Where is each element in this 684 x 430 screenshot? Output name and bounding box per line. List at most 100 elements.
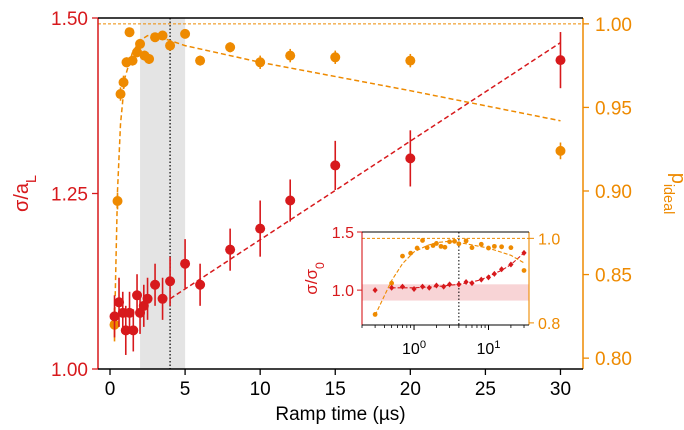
data-point-orange [555, 145, 566, 156]
inset-data-point-red [485, 274, 492, 281]
data-point-orange [118, 77, 129, 88]
data-point-red [142, 293, 153, 304]
y-right-axis-label-sub: ideal [660, 184, 676, 214]
data-point-red [180, 258, 191, 269]
inset-data-point-orange [508, 245, 514, 251]
x-tick-label: 10 [250, 379, 271, 400]
y-right-tick-label: 0.85 [595, 266, 632, 287]
x-tick-label: 5 [180, 379, 191, 400]
inset-data-point-red [411, 285, 417, 292]
inset-data-point-orange [400, 253, 405, 259]
data-point-red [405, 153, 416, 164]
inset-data-point-orange [424, 245, 430, 251]
y-left-tick-label: 1.25 [51, 185, 88, 206]
data-point-red [157, 293, 168, 304]
inset-data-point-red [469, 280, 475, 287]
inset-data-point-red [521, 249, 527, 256]
x-tick-label: 15 [325, 379, 346, 400]
inset-data-point-orange [499, 244, 505, 250]
y-right-tick-label: 0.95 [595, 98, 632, 119]
data-point-orange [165, 40, 176, 51]
data-point-red [195, 279, 206, 290]
y-right-tick-label: 1.00 [595, 15, 632, 36]
data-point-orange [115, 89, 126, 100]
inset-x-tick-label: 100 [402, 339, 426, 358]
inset-y-left-axis-label-main: σ/σ [302, 269, 321, 295]
y-left-axis-label: σ/aL [11, 175, 40, 212]
inset-data-point-orange [478, 241, 484, 247]
data-point-red [114, 297, 125, 308]
data-point-red [165, 276, 176, 287]
inset-data-point-red [446, 281, 453, 288]
inset-data-point-red [389, 284, 395, 291]
y-right-axis-label: pideal [660, 173, 684, 215]
inset-fit-line-orange [374, 240, 525, 316]
data-point-orange [225, 42, 236, 53]
inset-data-point-orange [420, 238, 425, 243]
y-right-tick-label: 0.80 [595, 349, 632, 370]
data-point-orange [124, 27, 135, 38]
data-point-orange [157, 30, 168, 41]
data-point-red [225, 244, 236, 255]
inset-data-point-orange [486, 245, 491, 251]
data-point-red [330, 160, 341, 171]
inset-data-point-red [499, 266, 505, 273]
x-tick-label: 30 [550, 379, 571, 400]
y-left-axis-label-main: σ/a [11, 182, 33, 212]
inset-data-point-red [372, 287, 378, 294]
inset-y-left-tick-label: 1.0 [332, 283, 354, 300]
x-tick-label: 0 [105, 379, 116, 400]
data-point-red [120, 325, 131, 336]
data-point-orange [180, 28, 191, 39]
inset-data-point-red [399, 283, 406, 290]
data-point-orange [150, 32, 161, 43]
data-point-red [555, 55, 566, 66]
inset-data-point-orange [389, 280, 395, 286]
inset-data-point-red [463, 278, 469, 285]
inset-data-point-red [478, 276, 484, 283]
y-left-tick-label: 1.50 [51, 9, 88, 30]
y-right-tick-label: 0.90 [595, 182, 632, 203]
data-point-red [128, 325, 139, 336]
inset-data-point-orange [434, 241, 439, 246]
inset-data-point-orange [442, 244, 448, 250]
inset-data-point-red [441, 283, 447, 290]
data-point-red [124, 307, 135, 318]
inset-x-tick-label-exp: 0 [420, 339, 426, 351]
inset-y-left-tick-label: 1.5 [332, 225, 354, 242]
inset-y-left-axis-label: σ/σ0 [302, 262, 327, 295]
inset-data-point-red [491, 270, 497, 277]
inset-data-point-orange [447, 239, 452, 245]
data-point-orange [135, 38, 146, 49]
inset-data-point-red [456, 281, 462, 288]
data-point-orange [285, 50, 296, 61]
y-left-axis-label-sub: L [24, 175, 40, 183]
fit-line-red [169, 41, 561, 300]
inset-data-point-red [433, 282, 440, 289]
inset-data-point-orange [408, 250, 414, 256]
inset-data-point-orange [414, 245, 420, 251]
x-tick-label: 25 [475, 379, 496, 400]
data-point-orange [405, 55, 416, 66]
data-point-orange [127, 55, 138, 66]
inset-fit-line-red [391, 252, 525, 289]
inset-data-point-orange [372, 312, 378, 317]
inset-data-point-orange [452, 238, 457, 244]
y-right-axis-label-main: p [667, 173, 684, 184]
inset-x-tick-label-base: 10 [402, 341, 420, 358]
inset-data-point-orange [469, 245, 475, 251]
data-point-red [285, 195, 296, 206]
inset-data-point-orange [456, 241, 462, 247]
inset-x-tick-label: 101 [476, 339, 500, 358]
inset-data-point-orange [491, 243, 497, 249]
data-point-orange [255, 57, 266, 68]
data-point-orange [330, 52, 341, 63]
inset-data-point-red [426, 284, 432, 291]
inset-y-right-tick-label: 1.0 [538, 231, 560, 248]
inset-data-point-orange [463, 238, 469, 244]
data-point-orange [195, 55, 206, 66]
inset-data-point-red [508, 261, 514, 268]
inset-y-left-axis-label-sub: 0 [313, 262, 327, 269]
inset-x-tick-label-base: 10 [476, 341, 494, 358]
